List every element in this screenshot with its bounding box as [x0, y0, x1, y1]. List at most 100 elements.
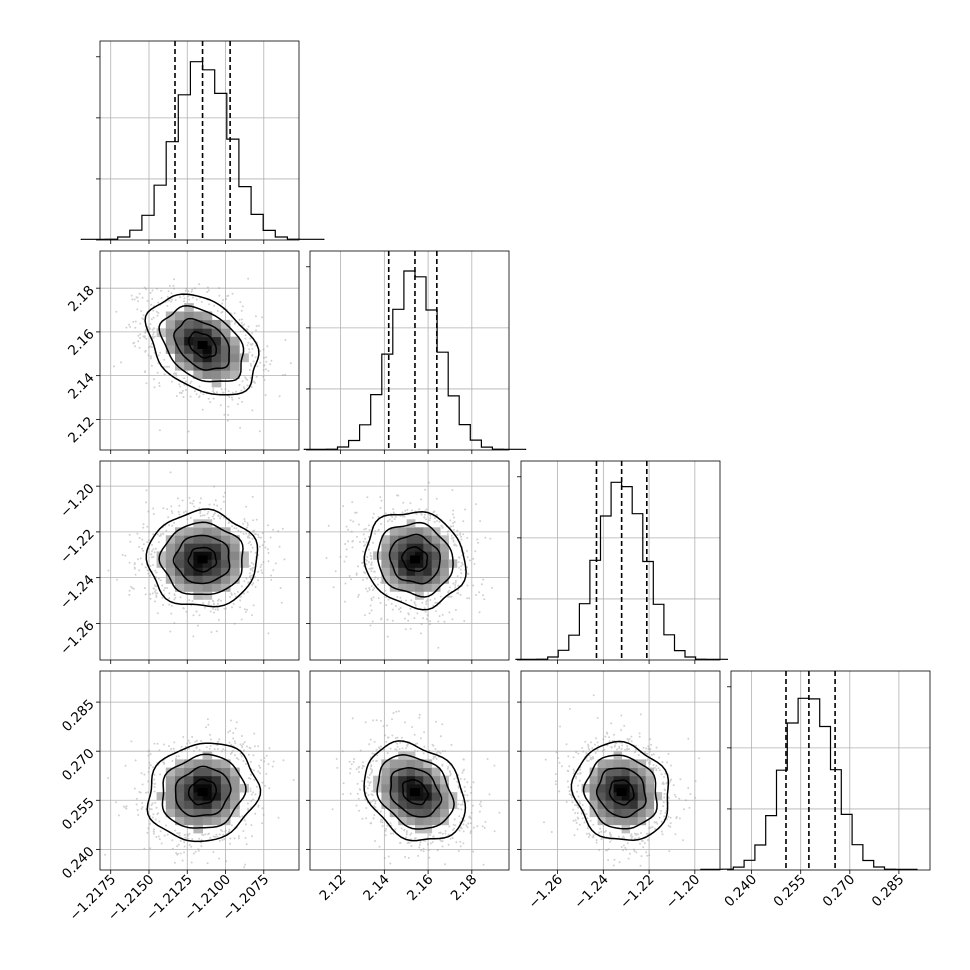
density-cell [448, 800, 458, 809]
contour-level-4 [363, 511, 467, 611]
density-cell [398, 816, 407, 826]
density-cell [613, 816, 622, 826]
density-cell [230, 567, 240, 576]
density-cell [175, 808, 185, 818]
density-cell [184, 775, 194, 785]
panel-frame [99, 250, 300, 451]
density-cell [589, 808, 598, 818]
panel-frame [309, 670, 510, 871]
density-cell [440, 543, 449, 552]
density-cell [175, 759, 185, 768]
density-cell [637, 808, 647, 818]
density-cell [415, 767, 424, 777]
density-cell [398, 808, 407, 818]
contour-level-2 [389, 767, 443, 818]
x-tick-label-p4-1: 0.240 [721, 872, 760, 911]
density-cell [389, 543, 399, 552]
density-cell [613, 767, 622, 777]
density-cell [211, 353, 222, 363]
density-cell [193, 527, 203, 536]
contour-level-3 [158, 521, 244, 596]
hist-panel-4 [700, 670, 931, 874]
density-cell [398, 800, 407, 809]
density-cell [211, 361, 222, 371]
density-cell [406, 792, 416, 801]
density-cell [597, 808, 606, 818]
density-cell [239, 783, 249, 793]
density-cell [398, 535, 407, 544]
density-cell [220, 559, 231, 568]
density-cell [423, 759, 433, 768]
density-cell [165, 328, 176, 338]
density-cell [184, 808, 194, 818]
density-cell [645, 783, 655, 793]
density-peak [197, 555, 208, 564]
x-tick-label-p4-2: 0.255 [771, 872, 810, 911]
y-tick-label-p4-2: 0.255 [59, 795, 98, 834]
contour-level-3 [161, 753, 247, 829]
density-cell [211, 759, 222, 768]
density-cell [156, 792, 167, 801]
y-tick-label-p2-3: 2.16 [65, 326, 98, 359]
histogram-2 [303, 270, 527, 450]
density-cell [193, 816, 203, 826]
density-cell [202, 559, 213, 568]
density-cell [406, 527, 416, 536]
density-cell [629, 800, 638, 809]
contour-level-4 [145, 508, 259, 608]
density-cell [423, 543, 433, 552]
density-cell [165, 551, 176, 560]
density-cell [389, 575, 399, 584]
density-cell [175, 792, 185, 801]
density-cell [202, 775, 213, 785]
density-cell [230, 336, 240, 346]
hist-panel-2 [303, 250, 527, 454]
density-peak [616, 788, 627, 797]
density-cell [202, 527, 213, 536]
density-cell [175, 575, 185, 584]
density-cell [239, 559, 249, 568]
density-cell [193, 559, 203, 568]
density-cell [184, 319, 194, 329]
contour-level-1 [401, 546, 429, 572]
density-cell [389, 808, 399, 818]
y-tick-label-p3-1: −1.26 [57, 618, 98, 659]
density-cell [184, 567, 194, 576]
density-cell [230, 783, 240, 793]
density-cell [175, 551, 185, 560]
density-cell [381, 575, 391, 584]
density-cell [175, 800, 185, 809]
density-cell [637, 800, 647, 809]
density-cell [431, 800, 441, 809]
sample-points [325, 481, 494, 649]
density-cell [589, 775, 598, 785]
x-tick-label-p3-4: −1.20 [663, 872, 704, 913]
density-cell [230, 551, 240, 560]
density-cell [431, 808, 441, 818]
density-cell [184, 303, 194, 312]
density-cell [175, 583, 185, 592]
density-cell [645, 767, 655, 777]
density-cell [613, 808, 622, 818]
contour-level-4 [570, 740, 670, 841]
density-cell [389, 800, 399, 809]
density-cell [230, 535, 240, 544]
density-cell [184, 353, 194, 363]
contour-level-2 [174, 765, 232, 818]
density-cell [431, 792, 441, 801]
density-cell [621, 767, 630, 777]
density-cell [423, 527, 433, 536]
density-cell [597, 792, 606, 801]
density-cell [389, 527, 399, 536]
density-cell [230, 808, 240, 818]
density-cell [193, 575, 203, 584]
density-cell [220, 551, 231, 560]
density-cell [202, 767, 213, 777]
density-cell [184, 527, 194, 536]
density-cell [597, 783, 606, 793]
density-cell [230, 353, 240, 363]
x-tick-label-p2-1: 2.12 [317, 872, 350, 905]
density-cell [220, 767, 231, 777]
density-cell [193, 361, 203, 371]
contour-level-2 [172, 534, 231, 585]
